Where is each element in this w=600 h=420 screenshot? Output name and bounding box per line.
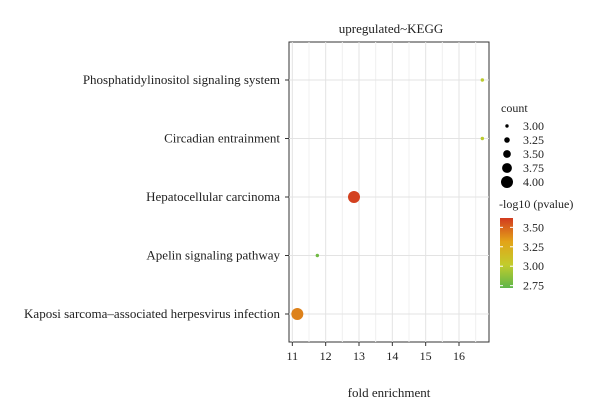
x-tick-label: 13 (353, 349, 365, 363)
colorbar-label: 3.00 (523, 259, 544, 273)
plot-panel (288, 41, 490, 343)
size-legend-label: 3.00 (523, 119, 544, 133)
size-legend-label: 4.00 (523, 175, 544, 189)
y-tick-label: Apelin signaling pathway (146, 248, 280, 263)
data-points (291, 78, 485, 320)
y-tick-label: Circadian entrainment (164, 131, 280, 146)
x-axis-title: fold enrichment (348, 385, 431, 400)
size-legend-dot (505, 124, 509, 128)
plot-border (288, 41, 490, 343)
data-point (480, 136, 485, 141)
pvalue-colorbar (500, 218, 513, 288)
color-legend-title: -log10 (pvalue) (499, 197, 573, 211)
data-point (480, 78, 485, 82)
chart-title: upregulated~KEGG (339, 21, 444, 36)
size-legend-label: 3.25 (523, 133, 544, 147)
color-legend: -log10 (pvalue) 2.75 3.00 3.25 3.50 (499, 197, 573, 293)
x-tick-label: 11 (287, 349, 299, 363)
data-point (315, 253, 320, 258)
x-axis-ticks: 11 12 13 14 15 16 (287, 342, 465, 363)
colorbar-label: 3.25 (523, 240, 544, 254)
size-legend: count 3.003.253.503.754.00 (501, 101, 544, 189)
x-tick-label: 16 (453, 349, 465, 363)
y-axis-labels: Phosphatidylinositol signaling system Cir… (24, 72, 289, 321)
x-tick-label: 15 (420, 349, 432, 363)
y-tick-label: Phosphatidylinositol signaling system (83, 72, 280, 87)
size-legend-title: count (501, 101, 528, 115)
size-legend-label: 3.75 (523, 161, 544, 175)
colorbar-label: 2.75 (523, 279, 544, 293)
x-tick-label: 12 (320, 349, 332, 363)
size-legend-dot (502, 163, 512, 173)
y-tick-label: Kaposi sarcoma–associated herpesvirus in… (24, 306, 280, 321)
x-tick-label: 14 (386, 349, 398, 363)
y-tick-label: Hepatocellular carcinoma (146, 189, 280, 204)
size-legend-dot (504, 137, 510, 143)
data-point (348, 191, 360, 203)
size-legend-dot (503, 150, 511, 158)
data-point (291, 308, 304, 320)
grid-lines (289, 42, 489, 342)
size-legend-label: 3.50 (523, 147, 544, 161)
colorbar-label: 3.50 (523, 220, 544, 234)
size-legend-dot (501, 176, 513, 188)
